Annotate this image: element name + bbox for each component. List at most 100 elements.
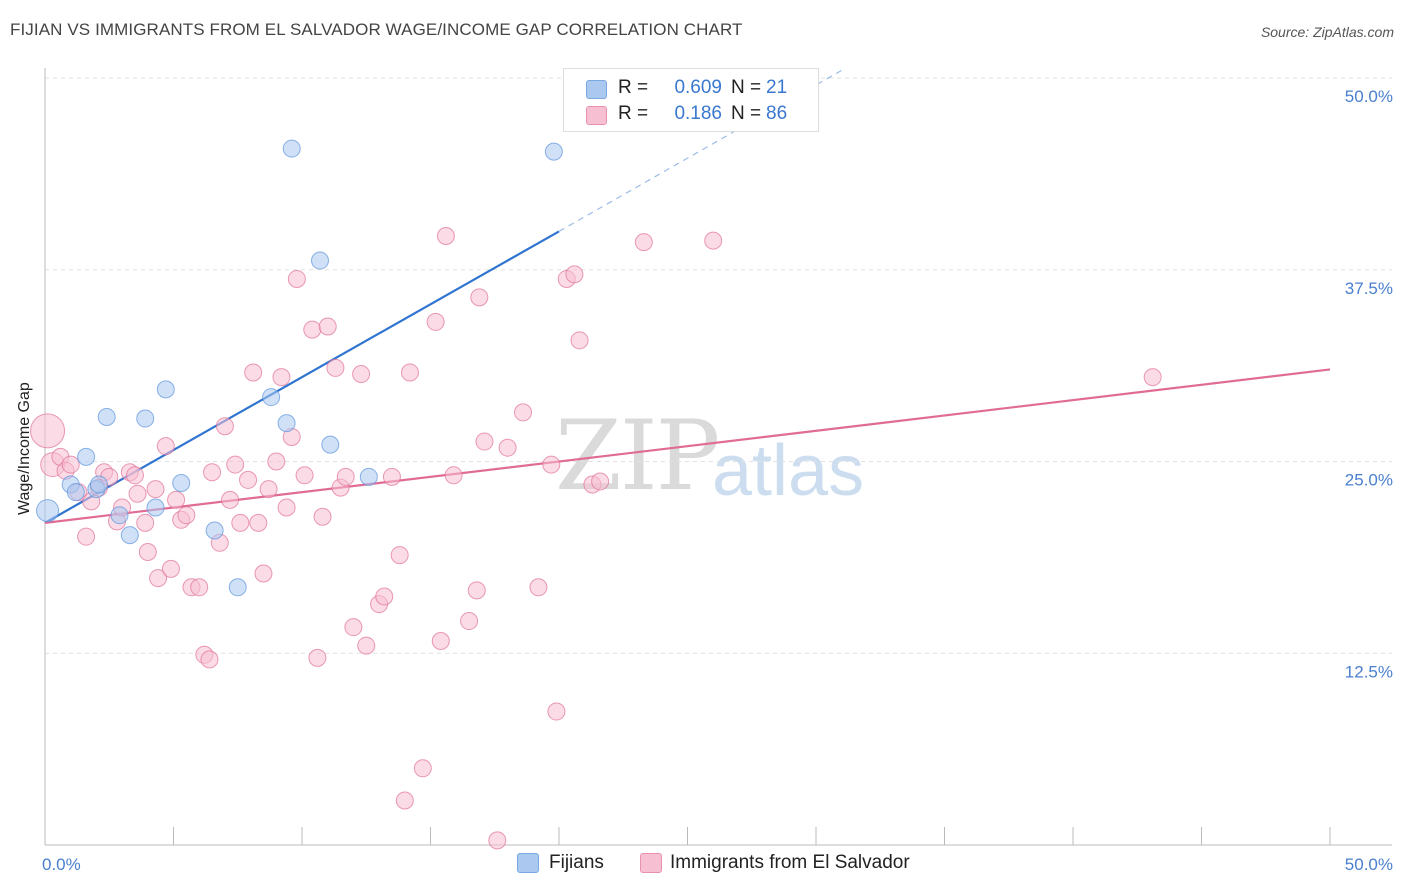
el-salvador-point (382, 467, 401, 486)
el-salvador-point (390, 546, 409, 565)
el-salvador-point (287, 269, 306, 288)
el-salvador-point (470, 288, 489, 307)
el-salvador-point (395, 791, 414, 810)
el-salvador-point (431, 631, 450, 650)
legend-n-value: 86 (766, 103, 788, 124)
el-salvador-point (542, 455, 561, 474)
el-salvador-point (313, 507, 332, 526)
el-salvador-point (357, 636, 376, 655)
trend-line-1 (44, 368, 1331, 524)
el-salvador-point (565, 265, 584, 284)
el-salvador-point (344, 618, 363, 637)
el-salvador-point (295, 466, 314, 485)
el-salvador-point (200, 650, 219, 669)
fijian-point (359, 467, 378, 486)
legend-r-label: R = (618, 77, 649, 98)
tick-labels: 12.5% 25.0% 37.5% 50.0% 0.0% 50.0% (42, 87, 1393, 874)
el-salvador-point (352, 365, 371, 384)
el-salvador-point (1143, 368, 1162, 387)
el-salvador-point (634, 233, 653, 252)
el-salvador-point (318, 317, 337, 336)
watermark-atlas: atlas (712, 431, 865, 511)
el-salvador-point (30, 413, 66, 449)
el-salvador-point (570, 331, 589, 350)
fijian-point (146, 498, 165, 517)
el-salvador-point (704, 231, 723, 250)
el-salvador-point (138, 543, 157, 562)
fijian-point (120, 526, 139, 545)
x-tick-label-start: 0.0% (42, 855, 81, 874)
legend-swatch-fijians (586, 80, 607, 99)
axes (44, 68, 1392, 846)
watermark-zip: ZIP (555, 400, 720, 512)
el-salvador-point (239, 470, 258, 489)
grid-lines (45, 77, 1392, 654)
el-salvador-point (146, 480, 165, 499)
legend-n-label: N = (731, 77, 762, 98)
bottom-legend-swatch-fijians (517, 853, 539, 873)
bottom-legend-label-fijians: Fijians (549, 852, 604, 873)
trend-lines (44, 69, 1331, 524)
el-salvador-point (128, 484, 147, 503)
legend-n-value: 21 (766, 77, 788, 98)
el-salvador-point (125, 466, 144, 485)
el-salvador-point (267, 452, 286, 471)
fijian-point (321, 435, 340, 454)
fijian-point (36, 499, 60, 523)
fijian-point (205, 521, 224, 540)
legend-swatch-el-salvador (586, 106, 607, 125)
el-salvador-point (156, 437, 175, 456)
el-salvador-point (215, 417, 234, 436)
fijian-point (156, 380, 175, 399)
el-salvador-point (444, 466, 463, 485)
legend-n-label: N = (731, 103, 762, 124)
chart-title: FIJIAN VS IMMIGRANTS FROM EL SALVADOR WA… (10, 20, 743, 39)
el-salvador-point (249, 513, 268, 532)
el-salvador-point (547, 702, 566, 721)
x-tick-label-end: 50.0% (1345, 855, 1393, 874)
el-salvador-point (244, 363, 263, 382)
el-salvador-point (149, 569, 168, 588)
el-salvador-point (161, 559, 180, 578)
el-salvador-point (488, 831, 507, 850)
fijian-point (172, 473, 191, 492)
el-salvador-point (231, 513, 250, 532)
el-salvador-point (272, 368, 291, 387)
el-salvador-point (426, 312, 445, 331)
fijian-point (136, 409, 155, 428)
el-salvador-point (514, 403, 533, 422)
el-salvador-point (254, 564, 273, 583)
el-salvador-point (77, 527, 96, 546)
el-salvador-point (308, 648, 327, 667)
el-salvador-point (277, 498, 296, 517)
fijian-point (97, 408, 116, 427)
el-salvador-point (167, 490, 186, 509)
fijian-point (277, 414, 296, 433)
el-salvador-point (177, 506, 196, 525)
el-salvador-point (436, 227, 455, 246)
y-tick-label: 25.0% (1345, 471, 1393, 490)
el-salvador-point (498, 438, 517, 457)
el-salvador-point (190, 578, 209, 597)
el-salvador-point (336, 467, 355, 486)
el-salvador-point (460, 612, 479, 631)
bottom-legend-label-el-salvador: Immigrants from El Salvador (670, 852, 910, 873)
fijian-point (110, 506, 129, 525)
el-salvador-point (413, 759, 432, 778)
fijian-point (77, 447, 96, 466)
y-tick-label: 12.5% (1345, 662, 1393, 681)
legend-r-label: R = (618, 103, 649, 124)
el-salvador-point (221, 490, 240, 509)
el-salvador-point (375, 587, 394, 606)
fijian-point (228, 578, 247, 597)
y-tick-label: 37.5% (1345, 279, 1393, 298)
y-tick-label: 50.0% (1345, 87, 1393, 106)
el-salvador-point (591, 472, 610, 491)
el-salvador-point (61, 455, 80, 474)
el-salvador-point (259, 480, 278, 499)
el-salvador-point (303, 320, 322, 339)
fijian-point (66, 483, 85, 502)
legend-r-value: 0.609 (674, 77, 722, 98)
fijian-point (262, 388, 281, 407)
